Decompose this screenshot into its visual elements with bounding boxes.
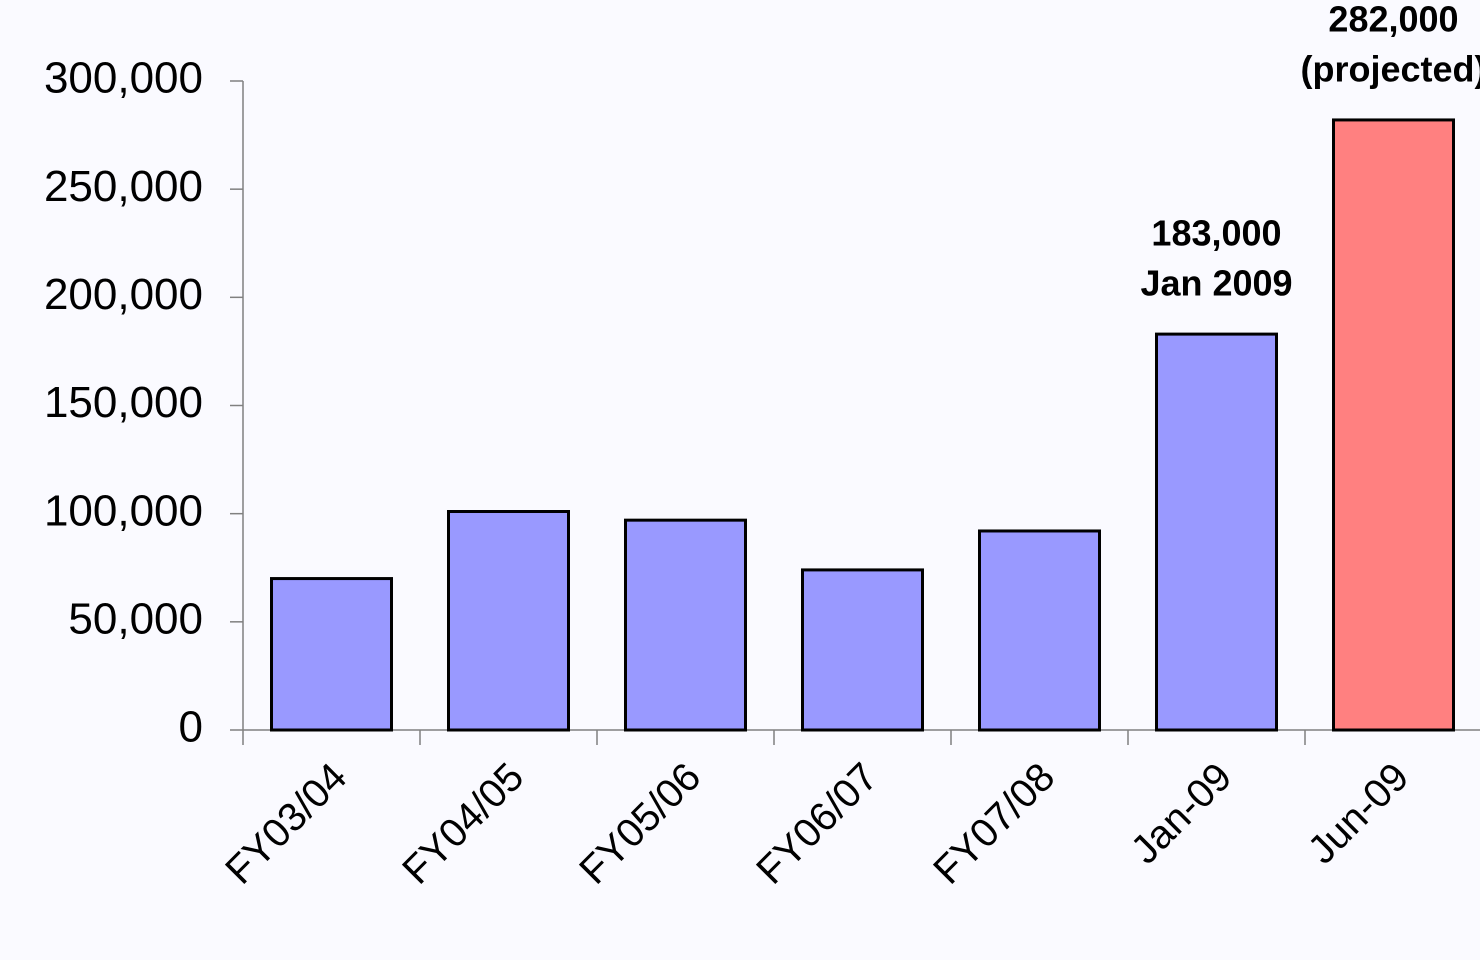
bar	[801, 568, 924, 732]
bar	[1155, 332, 1278, 732]
bar	[1332, 118, 1455, 732]
y-tick-label: 200,000	[44, 270, 203, 319]
value-note: (projected)	[1300, 48, 1480, 89]
bar	[270, 577, 393, 732]
x-tick-label: FY05/06	[571, 755, 709, 893]
x-tick-label: FY03/04	[217, 755, 355, 893]
value-label: 183,000	[1151, 213, 1281, 254]
bar	[447, 510, 570, 732]
value-note: Jan 2009	[1140, 263, 1292, 304]
y-tick-label: 150,000	[44, 378, 203, 427]
y-tick-label: 250,000	[44, 162, 203, 211]
y-tick-label: 50,000	[68, 594, 203, 643]
x-tick-label: Jun-09	[1300, 755, 1418, 873]
bar	[624, 518, 747, 732]
x-tick-label: FY06/07	[748, 755, 886, 893]
bar	[978, 529, 1101, 732]
y-tick-label: 300,000	[44, 54, 203, 103]
y-tick-label: 100,000	[44, 486, 203, 535]
x-tick-label: Jan-09	[1123, 755, 1241, 873]
x-tick-label: FY07/08	[925, 755, 1063, 893]
x-tick-label: FY04/05	[394, 755, 532, 893]
value-label: 282,000	[1328, 0, 1458, 39]
y-tick-label: 0	[179, 703, 203, 752]
